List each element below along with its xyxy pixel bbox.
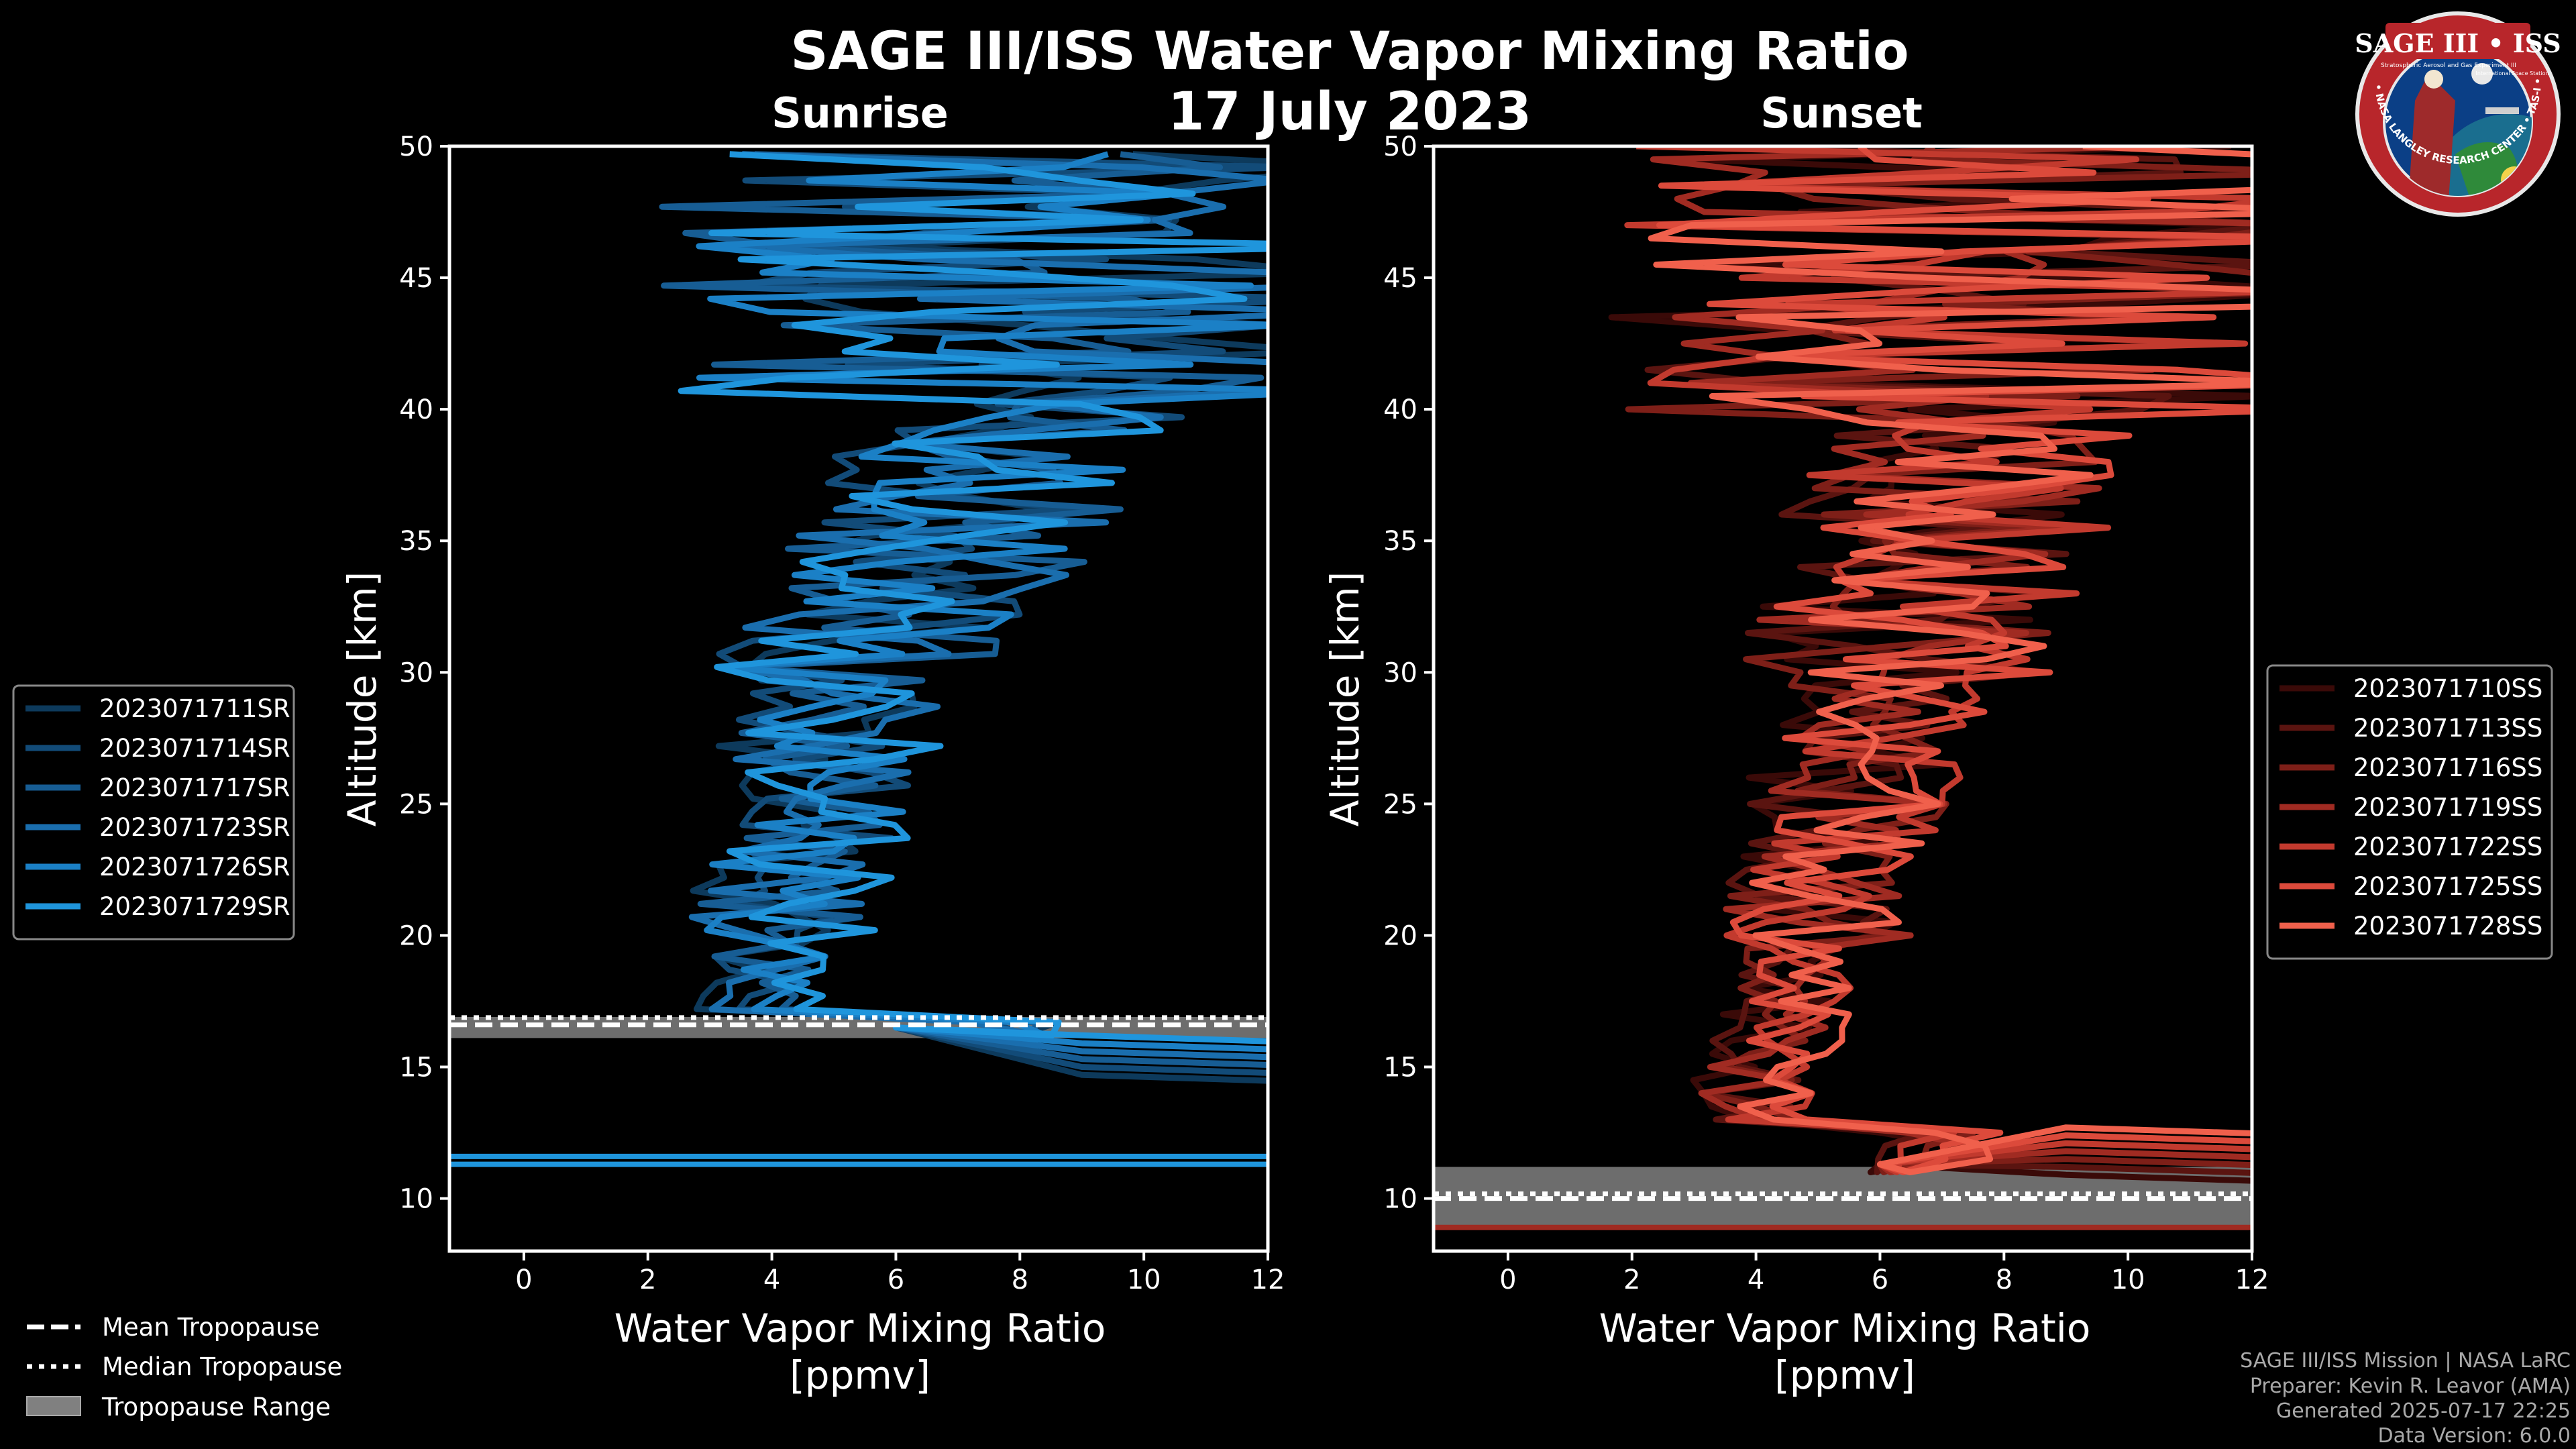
x-tick-label: 10 [1127,1265,1161,1295]
logo-title: SAGE III • ISS [2355,28,2561,58]
legend-label: 2023071717SR [99,773,290,802]
tropopause-range-label: Tropopause Range [101,1393,331,1421]
x-tick-label: 8 [1996,1265,2012,1295]
x-tick-label: 6 [888,1265,904,1295]
x-tick-label: 2 [1623,1265,1640,1295]
y-tick-label: 10 [399,1184,433,1215]
legend-frame [2266,664,2553,960]
footer-line-4: Data Version: 6.0.0 [2378,1424,2571,1448]
y-tick-label: 25 [1383,789,1417,820]
footer-line-3: Generated 2025-07-17 22:25 [2276,1399,2571,1423]
footer-line-1: SAGE III/ISS Mission | NASA LaRC [2240,1349,2571,1373]
legend-label: 2023071726SR [99,853,290,881]
sunrise-title: Sunrise [771,89,949,138]
legend-frame [12,684,295,941]
y-tick-label: 20 [399,920,433,951]
logo-subtitle-1: Stratospheric Aerosol and Gas Experiment… [2381,62,2516,69]
y-tick-label: 30 [399,657,433,688]
x-tick-label: 10 [2111,1265,2145,1295]
sunset-panel: 0 2 4 6 8 10 12 10 15 20 25 30 35 40 45 50 [1383,131,2269,1295]
legend-label: 2023071729SR [99,892,290,921]
profile-2023071725SS [1656,146,2252,1175]
y-tick-label: 30 [1383,657,1417,688]
legend-label: 2023071713SS [2353,714,2542,743]
x-tick-label: 6 [1872,1265,1888,1295]
median-tropopause-label: Median Tropopause [102,1352,342,1381]
axes-frame [1432,144,2254,1253]
plot-content [449,151,1268,1167]
y-tick-label: 35 [1383,526,1417,557]
y-tick-label: 15 [399,1053,433,1083]
legend-label: 2023071711SR [99,694,290,723]
footer-line-2: Preparer: Kevin R. Leavor (AMA) [2250,1375,2571,1398]
x-tick-label: 0 [515,1265,532,1295]
sunset-ylabel: Altitude [km] [1322,572,1368,826]
y-tick-label: 10 [1383,1184,1417,1215]
y-tick-label: 45 [399,263,433,294]
legend-label: 2023071710SS [2353,674,2542,703]
y-tick-label: 50 [399,131,433,162]
legend-label: 2023071722SS [2353,833,2542,861]
y-tick-label: 35 [399,526,433,557]
sunset-legend: 2023071710SS 2023071713SS 2023071716SS 2023… [2266,664,2553,960]
sunset-title: Sunset [1760,89,1923,138]
sunrise-ylabel: Altitude [km] [339,572,385,826]
axes-frame [447,144,1270,1253]
figure-title: SAGE III/ISS Water Vapor Mixing Ratio [790,21,1909,82]
x-tick-label: 4 [763,1265,780,1295]
sunrise-xlabel-line2: [ppmv] [790,1352,930,1398]
logo-subtitle-2: International Space Station [2476,70,2549,76]
y-tick-label: 25 [399,789,433,820]
y-tick-label: 45 [1383,263,1417,294]
profile-2023071726SR [696,151,1268,1053]
legend-label: 2023071728SS [2353,912,2542,941]
legend-label: 2023071723SR [99,813,290,842]
x-tick-label: 8 [1012,1265,1028,1295]
x-tick-label: 12 [1251,1265,1285,1295]
sunrise-xlabel-line1: Water Vapor Mixing Ratio [614,1305,1106,1351]
sunrise-legend: 2023071711SR 2023071714SR 2023071717SR 2023… [12,684,295,941]
profile-2023071729SR [678,151,1268,1044]
y-tick-label: 50 [1383,131,1417,162]
profile-2023071723SR [688,151,1268,1061]
y-tick-label: 20 [1383,920,1417,951]
y-tick-label: 40 [399,394,433,425]
x-tick-label: 0 [1499,1265,1516,1295]
tropopause-legend: Mean Tropopause Median Tropopause Tropop… [26,1313,342,1421]
x-tick-label: 2 [639,1265,656,1295]
sunset-xlabel-line2: [ppmv] [1774,1352,1915,1398]
mean-tropopause-label: Mean Tropopause [102,1313,320,1342]
x-tick-label: 4 [1748,1265,1764,1295]
y-tick-label: 15 [1383,1053,1417,1083]
profile-2023071728SS [1648,146,2252,1175]
legend-label: 2023071714SR [99,734,290,763]
legend-label: 2023071716SS [2353,753,2542,782]
figure-date: 17 July 2023 [1168,82,1532,142]
sunset-xlabel-line1: Water Vapor Mixing Ratio [1599,1305,2091,1351]
tropopause-range-swatch [26,1396,81,1416]
sunrise-panel: 0 2 4 6 8 10 12 10 15 20 25 30 35 40 45 50 [399,131,1285,1295]
y-tick-label: 40 [1383,394,1417,425]
footer-credits: SAGE III/ISS Mission | NASA LaRC Prepare… [2240,1349,2571,1448]
logo-title-bg [2385,23,2530,59]
legend-label: 2023071725SS [2353,872,2542,901]
x-tick-label: 12 [2235,1265,2269,1295]
plot-content [1434,146,2252,1230]
legend-label: 2023071719SS [2353,793,2542,822]
